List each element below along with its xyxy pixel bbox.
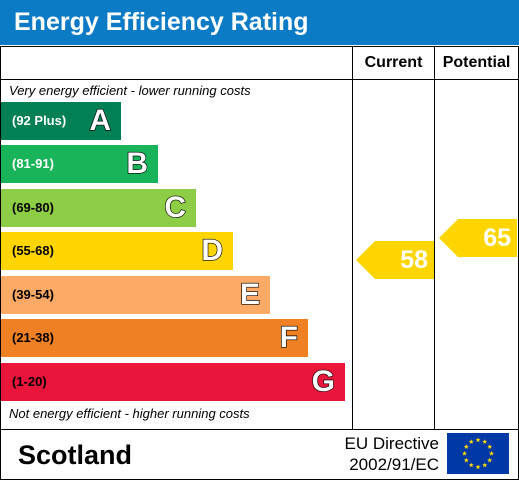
eu-flag-star-icon	[482, 439, 488, 444]
eu-flag-icon	[447, 433, 509, 474]
band-letter: G	[311, 364, 336, 398]
eu-flag-star-icon	[475, 437, 481, 443]
band-letter: F	[279, 320, 299, 354]
band-letter: E	[239, 277, 260, 311]
note-top: Very energy efficient - lower running co…	[9, 83, 251, 98]
eu-directive-text: EU Directive 2002/91/EC	[345, 433, 439, 475]
band-c: (69-80) C	[1, 189, 196, 227]
column-divider-current	[352, 46, 353, 430]
band-letter: B	[126, 146, 149, 180]
region-label: Scotland	[18, 440, 133, 470]
footer-divider	[0, 429, 519, 430]
eu-flag-star-icon	[463, 444, 469, 449]
note-bottom: Not energy efficient - higher running co…	[9, 406, 250, 421]
current-rating-value: 58	[400, 246, 428, 274]
eu-flag-star-icon	[489, 450, 494, 456]
band-range-label: (21-38)	[12, 330, 54, 345]
band-range-label: (92 Plus)	[12, 113, 67, 128]
page-title: Energy Efficiency Rating	[14, 8, 309, 36]
band-range-label: (81-91)	[12, 156, 54, 171]
potential-rating-arrow: 65	[439, 219, 517, 257]
band-f: (21-38) F	[1, 319, 308, 357]
column-header-potential: Potential	[442, 54, 511, 71]
potential-arrow-shape	[439, 219, 517, 257]
band-range-label: (1-20)	[12, 374, 47, 389]
current-rating-arrow: 58	[356, 241, 434, 279]
band-b: (81-91) B	[1, 145, 158, 183]
band-letter: D	[201, 233, 224, 267]
eu-flag-star-icon	[487, 444, 493, 449]
header-bar: Energy Efficiency Rating	[0, 0, 519, 45]
band-d: (55-68) D	[1, 232, 233, 270]
band-g: (1-20) G	[1, 363, 345, 401]
directive-line-2: 2002/91/EC	[349, 455, 439, 474]
band-a: (92 Plus) A	[1, 102, 121, 140]
band-e: (39-54) E	[1, 276, 270, 314]
eu-flag-star-icon	[475, 464, 481, 470]
eu-flag-star-icon	[468, 462, 474, 468]
eu-flag-star-icon	[463, 457, 469, 463]
band-letter: A	[89, 103, 112, 137]
column-divider-potential	[434, 46, 435, 430]
band-range-label: (69-80)	[12, 200, 54, 215]
band-letter: C	[164, 190, 187, 224]
directive-line-1: EU Directive	[344, 434, 439, 453]
column-header-current: Current	[364, 54, 423, 71]
band-range-label: (55-68)	[12, 243, 54, 258]
eu-flag-star-icon	[468, 439, 474, 444]
eu-flag-star-icon	[487, 457, 493, 463]
current-arrow-shape	[356, 241, 434, 279]
band-range-label: (39-54)	[12, 287, 54, 302]
header-row-divider	[0, 79, 519, 80]
eu-flag-star-icon	[462, 450, 467, 456]
eu-flag-star-icon	[482, 462, 488, 468]
potential-rating-value: 65	[483, 224, 511, 252]
